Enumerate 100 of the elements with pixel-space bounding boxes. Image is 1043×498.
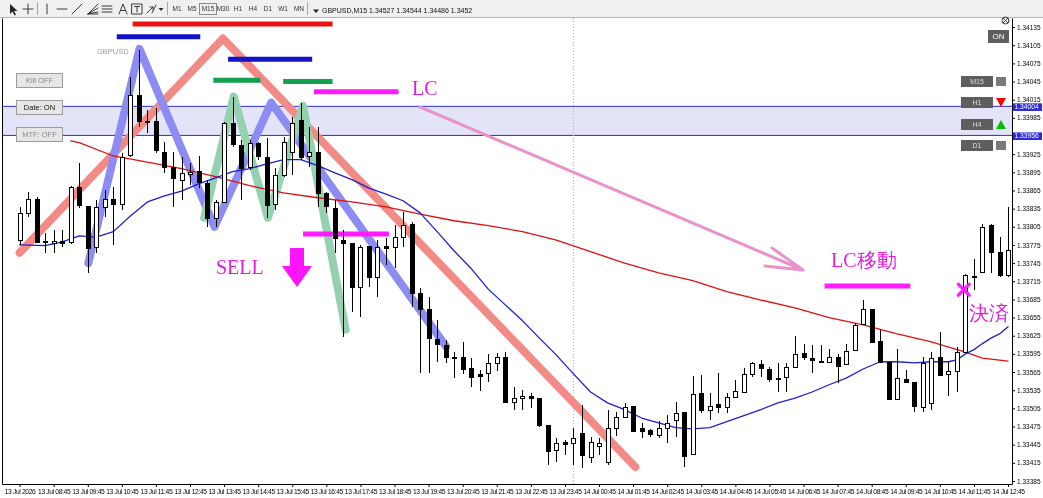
candlestick [716,372,721,414]
candlestick [52,229,57,254]
candlestick [265,137,270,219]
candlestick [375,239,380,298]
candlestick [784,362,789,393]
candlestick [589,436,594,464]
candlestick [938,331,943,376]
candlestick [461,341,466,375]
candlestick [188,162,193,186]
candlestick [103,189,108,218]
candlestick [307,126,312,168]
candlestick [282,136,287,178]
candlestick [648,428,653,438]
candlestick [145,109,150,134]
candlestick [171,151,176,208]
candlestick [861,299,866,326]
candlestick [180,156,185,201]
candlestick [333,199,338,254]
candlestick [921,356,926,413]
candlestick [674,401,679,438]
candlestick [60,229,65,248]
candlestick [563,439,568,456]
candlestick [77,162,82,209]
candlestick [802,343,807,361]
candlestick [537,397,542,428]
candlestick [324,191,329,214]
candlestick [546,424,551,466]
candlestick [614,411,619,437]
candlestick [43,232,48,254]
candlestick [427,296,432,374]
candlestick [946,361,951,397]
candlestick [222,121,227,204]
candlestick [94,199,99,254]
candlestick [870,308,875,343]
candlestick [827,348,832,364]
candlestick [767,366,772,383]
candlestick [18,206,23,246]
candlestick [299,102,304,161]
candlestick [844,343,849,366]
candlestick [895,348,900,401]
candlestick [35,196,40,244]
candlestick [733,379,738,399]
candlestick [912,381,917,413]
annotation: LC [412,77,438,99]
candlestick [682,411,687,468]
candlestick [162,141,167,174]
candlestick [929,351,934,411]
candlestick [529,392,534,409]
candlestick [904,369,909,384]
candlestick [418,287,423,374]
button: ON [988,30,1009,43]
candlestick [853,322,858,352]
candlestick [239,139,244,201]
candlestick [887,361,892,401]
candlestick [640,422,645,439]
candlestick [955,346,960,393]
candlestick [273,167,278,211]
candlestick [810,344,815,374]
candlestick [197,155,202,189]
candlestick [69,185,74,245]
candlestick [231,96,236,148]
candlestick [750,361,755,378]
candlestick [384,237,389,266]
candlestick [606,409,611,466]
candlestick [410,221,415,308]
candlestick [341,229,346,338]
candlestick [137,49,142,128]
candlestick [248,139,253,171]
candlestick [512,386,517,411]
candlestick [836,353,841,384]
candlestick [401,211,406,248]
candlestick [316,126,321,208]
candlestick [111,186,116,246]
candlestick [120,152,125,211]
candlestick [998,236,1003,278]
candlestick [350,242,355,313]
candlestick [793,335,798,369]
candlestick [657,420,662,439]
candlestick [759,359,764,378]
candlestick [699,374,704,414]
candlestick [989,223,994,274]
candlestick [972,258,977,291]
candlestick [358,244,363,318]
candlestick [819,344,824,364]
candlestick [554,437,559,463]
candlestick [742,367,747,394]
candlestick [154,107,159,154]
candlestick [503,351,508,403]
candlestick [597,437,602,456]
candlestick [520,389,525,411]
candlestick [214,199,219,228]
candlestick [444,339,449,364]
candlestick [452,351,457,379]
candlestick [367,245,372,288]
candlestick [691,375,696,456]
candlestick [435,319,440,363]
candlestick [878,329,883,364]
candlestick [290,116,295,176]
candlestick [665,414,670,444]
candlestick [571,427,576,466]
